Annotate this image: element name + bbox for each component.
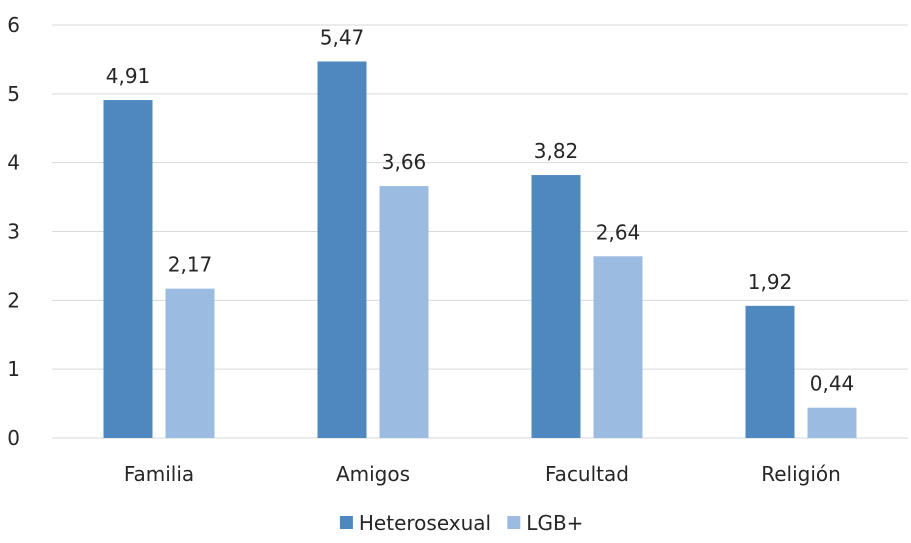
data-label: 3,82 <box>534 139 579 163</box>
legend: Heterosexual LGB+ <box>339 511 583 535</box>
bar <box>103 100 153 439</box>
bar <box>531 175 581 438</box>
legend-label: Heterosexual <box>359 511 491 535</box>
y-tick-label: 1 <box>7 357 20 381</box>
legend-label: LGB+ <box>526 511 583 535</box>
y-tick-label: 4 <box>7 151 20 175</box>
legend-swatch <box>507 516 521 529</box>
bars <box>103 61 857 439</box>
y-tick-label: 0 <box>7 426 20 450</box>
x-category-label: Familia <box>124 462 194 486</box>
bar <box>317 61 367 439</box>
data-label: 5,47 <box>320 25 365 49</box>
y-tick-label: 5 <box>7 82 20 106</box>
data-label: 0,44 <box>810 372 855 396</box>
data-label: 4,91 <box>106 64 151 88</box>
x-category-label: Amigos <box>336 462 410 486</box>
data-labels: 4,91 2,17 5,47 3,66 3,82 2,64 1,92 0,44 <box>106 25 855 395</box>
bar <box>379 186 429 438</box>
x-category-label: Religión <box>761 462 841 486</box>
data-label: 1,92 <box>748 270 793 294</box>
y-tick-label: 3 <box>7 220 20 244</box>
y-tick-label: 6 <box>7 13 20 37</box>
data-label: 3,66 <box>382 150 427 174</box>
legend-swatch <box>339 516 353 529</box>
y-axis-ticks: 0 1 2 3 4 5 6 <box>7 13 20 450</box>
y-tick-label: 2 <box>7 288 20 312</box>
x-axis-categories: Familia Amigos Facultad Religión <box>124 462 841 486</box>
bar <box>165 288 215 438</box>
data-label: 2,64 <box>596 220 641 244</box>
bar <box>745 305 795 438</box>
bar <box>593 256 643 438</box>
x-category-label: Facultad <box>545 462 629 486</box>
bar <box>807 407 857 438</box>
data-label: 2,17 <box>168 253 213 277</box>
